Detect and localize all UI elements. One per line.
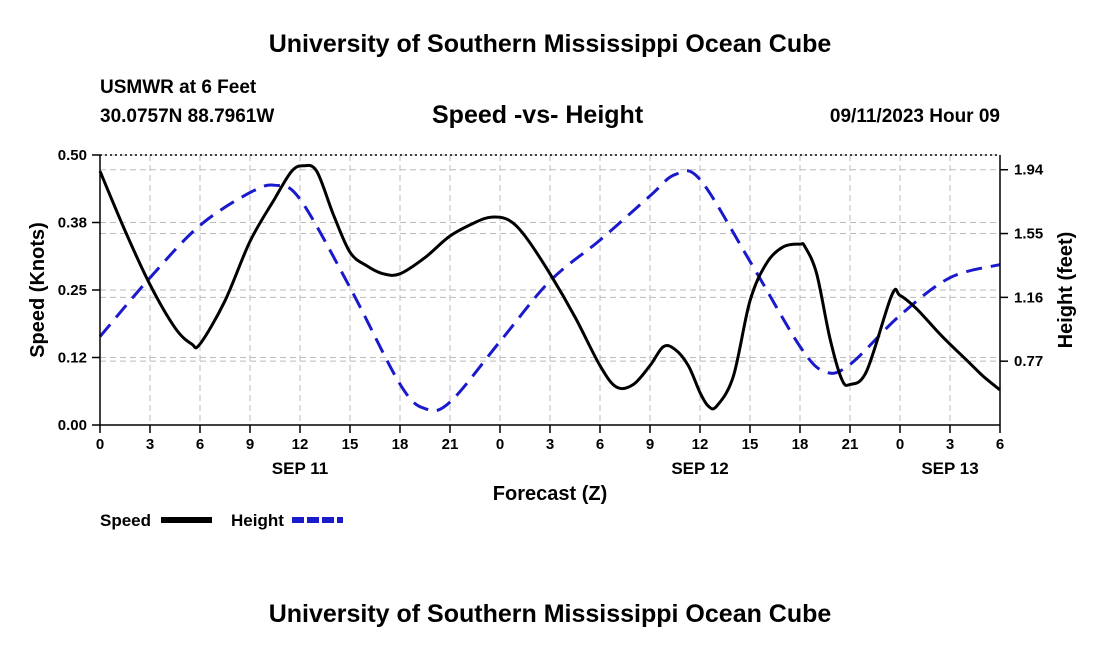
x-tick-label: 9 (246, 436, 254, 453)
x-tick-label: 18 (392, 436, 409, 453)
y-right-tick-label: 0.77 (1014, 353, 1043, 370)
y-left-tick-label: 0.50 (58, 147, 87, 164)
date-label: SEP 13 (921, 459, 978, 478)
x-tick-label: 3 (946, 436, 954, 453)
x-tick-label: 0 (896, 436, 904, 453)
y-left-tick-label: 0.38 (58, 215, 87, 232)
y-axis-right-label: Height (feet) (1055, 232, 1077, 349)
x-tick-label: 12 (692, 436, 709, 453)
y-left-tick-label: 0.00 (58, 417, 87, 434)
forecast-datetime: 09/11/2023 Hour 09 (829, 106, 1000, 127)
x-tick-label: 3 (146, 436, 154, 453)
date-label: SEP 12 (671, 459, 728, 478)
y-left-tick-label: 0.12 (58, 350, 87, 367)
x-tick-label: 0 (496, 436, 504, 453)
y-axis-left-label: Speed (Knots) (27, 222, 49, 358)
x-tick-label: 3 (546, 436, 554, 453)
x-tick-label: 18 (792, 436, 809, 453)
y-right-tick-label: 1.94 (1014, 162, 1044, 179)
axis-ticks (92, 154, 1008, 433)
x-tick-label: 12 (292, 436, 309, 453)
station-label: USMWR at 6 Feet (100, 77, 257, 98)
y-right-tick-label: 1.16 (1014, 289, 1043, 306)
height-series-line (98, 169, 1001, 413)
station-coordinates: 30.0757N 88.7961W (100, 106, 275, 127)
main-title: University of Southern Mississippi Ocean… (268, 30, 832, 58)
x-tick-label: 6 (596, 436, 604, 453)
x-tick-label: 21 (842, 436, 859, 453)
speed-series-line (98, 163, 1001, 411)
x-tick-label: 15 (742, 436, 759, 453)
date-label: SEP 11 (272, 459, 328, 478)
legend: Speed Height (100, 511, 343, 530)
y-left-tick-label: 0.25 (58, 282, 87, 299)
x-axis-label: Forecast (Z) (493, 483, 607, 505)
chart-subtitle: Speed -vs- Height (432, 101, 644, 129)
x-tick-label: 6 (996, 436, 1004, 453)
x-tick-label: 0 (96, 436, 104, 453)
grid (100, 154, 1000, 425)
legend-height-label: Height (231, 511, 284, 530)
x-tick-label: 21 (442, 436, 459, 453)
y-right-tick-label: 1.55 (1014, 226, 1043, 243)
x-tick-label: 15 (342, 436, 359, 453)
legend-speed-label: Speed (100, 511, 151, 530)
x-tick-label: 6 (196, 436, 204, 453)
footer-title: University of Southern Mississippi Ocean… (268, 600, 832, 628)
x-tick-label: 9 (646, 436, 654, 453)
